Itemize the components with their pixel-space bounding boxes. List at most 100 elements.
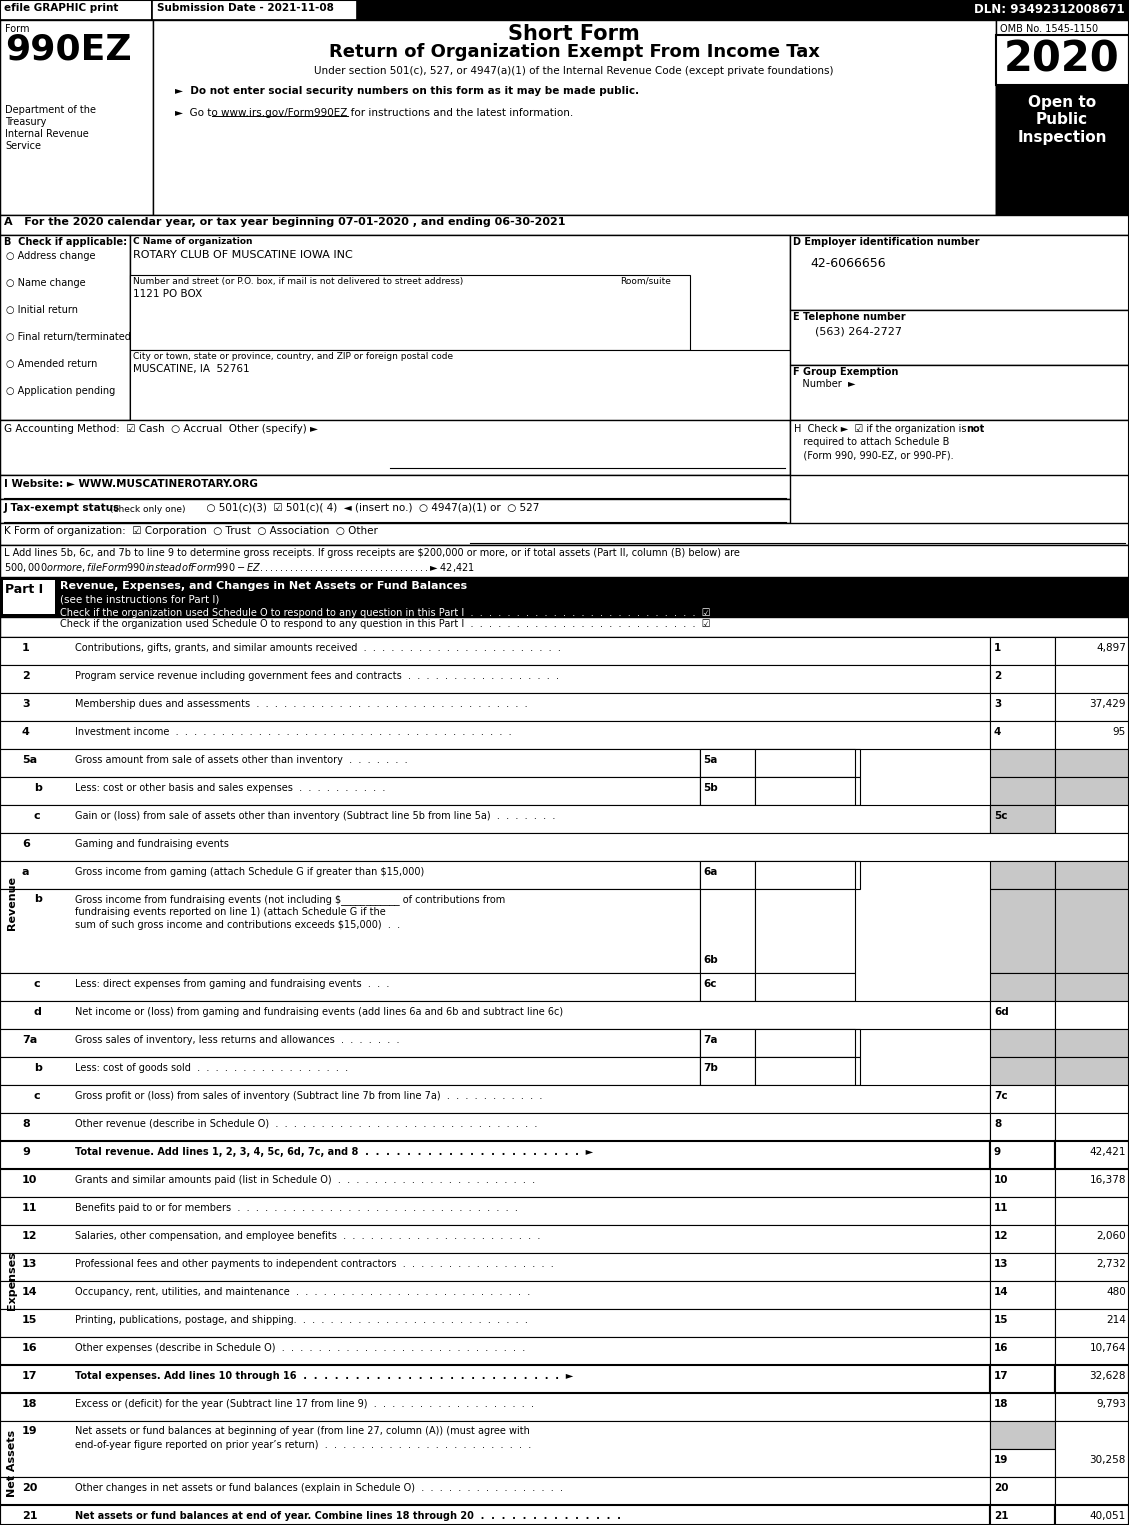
Bar [990,1197,1054,1225]
Text: Number  ►: Number ► [793,380,856,389]
Text: 42,421: 42,421 [1089,1147,1126,1157]
Text: 13: 13 [21,1260,37,1269]
Bar [996,20,1129,215]
Bar [755,1029,855,1057]
Bar [0,1170,990,1197]
Bar [990,749,1054,778]
Bar [1054,1057,1129,1084]
Bar [130,351,790,419]
Bar [0,721,990,749]
Text: 8: 8 [21,1119,29,1128]
Text: ►  Go to www.irs.gov/Form990EZ for instructions and the latest information.: ► Go to www.irs.gov/Form990EZ for instru… [175,108,574,117]
Text: not: not [966,424,984,435]
Bar [755,749,855,778]
Text: ○ Amended return: ○ Amended return [6,358,97,369]
Text: Less: direct expenses from gaming and fundraising events  .  .  .: Less: direct expenses from gaming and fu… [75,979,390,990]
Text: 5b: 5b [703,782,718,793]
Text: E Telephone number: E Telephone number [793,313,905,322]
Text: 7a: 7a [21,1035,37,1045]
Bar [0,1421,990,1478]
Text: 17: 17 [994,1371,1008,1382]
Bar [0,1254,990,1281]
Text: 13: 13 [994,1260,1008,1269]
Bar [790,310,1129,364]
Text: 16: 16 [21,1344,37,1353]
Text: 990EZ: 990EZ [5,34,132,67]
Text: 10: 10 [21,1174,37,1185]
Bar [0,1084,990,1113]
Bar [1054,1308,1129,1337]
Bar [990,973,1054,1000]
Bar [990,1505,1054,1525]
Text: Occupancy, rent, utilities, and maintenance  .  .  .  .  .  .  .  .  .  .  .  . : Occupancy, rent, utilities, and maintena… [75,1287,531,1296]
Text: b: b [34,782,42,793]
Bar [1054,1000,1129,1029]
Text: Investment income  .  .  .  .  .  .  .  .  .  .  .  .  .  .  .  .  .  .  .  .  .: Investment income . . . . . . . . . . . … [75,727,511,737]
Bar [990,637,1054,665]
Text: 7b: 7b [703,1063,718,1074]
Text: 14: 14 [21,1287,37,1296]
Text: F Group Exemption: F Group Exemption [793,368,899,377]
Bar [990,1308,1054,1337]
Bar [990,1365,1054,1392]
Bar [0,1197,990,1225]
Text: ○ Name change: ○ Name change [6,278,86,288]
Text: 9: 9 [21,1147,29,1157]
Bar [0,692,990,721]
Bar [700,973,755,1000]
Text: 37,429: 37,429 [1089,698,1126,709]
Bar [0,637,990,665]
Bar [996,85,1129,215]
Bar [990,778,1054,805]
Text: Revenue, Expenses, and Changes in Net Assets or Fund Balances: Revenue, Expenses, and Changes in Net As… [60,581,467,592]
Text: 1: 1 [994,644,1001,653]
Bar [0,1057,700,1084]
Bar [0,1308,990,1337]
Text: A   For the 2020 calendar year, or tax year beginning 07-01-2020 , and ending 06: A For the 2020 calendar year, or tax yea… [5,217,566,227]
Bar [1054,1029,1129,1057]
Bar [990,862,1054,889]
Text: Service: Service [5,140,41,151]
Bar [0,20,154,215]
Bar [1054,778,1129,805]
Bar [1054,637,1129,665]
Bar [1054,1392,1129,1421]
Text: Contributions, gifts, grants, and similar amounts received  .  .  .  .  .  .  . : Contributions, gifts, grants, and simila… [75,644,561,653]
Text: 9,793: 9,793 [1096,1398,1126,1409]
Text: Benefits paid to or for members  .  .  .  .  .  .  .  .  .  .  .  .  .  .  .  . : Benefits paid to or for members . . . . … [75,1203,518,1212]
Text: 6d: 6d [994,1006,1008,1017]
Text: 2,732: 2,732 [1096,1260,1126,1269]
Bar [1054,1197,1129,1225]
Text: Gross income from gaming (attach Schedule G if greater than $15,000): Gross income from gaming (attach Schedul… [75,868,425,877]
Text: 42-6066656: 42-6066656 [809,258,885,270]
Bar [0,1113,990,1141]
Bar [990,1057,1054,1084]
Text: ROTARY CLUB OF MUSCATINE IOWA INC: ROTARY CLUB OF MUSCATINE IOWA INC [133,250,352,259]
Bar [0,1281,990,1308]
Bar [1054,862,1129,889]
Text: end-of-year figure reported on prior year’s return)  .  .  .  .  .  .  .  .  .  : end-of-year figure reported on prior yea… [75,1440,532,1450]
Bar [0,419,790,474]
Bar [1054,1478,1129,1505]
Text: 1121 PO BOX: 1121 PO BOX [133,290,202,299]
Bar [700,862,755,889]
Text: 20: 20 [994,1482,1008,1493]
Bar [0,889,700,973]
Text: Less: cost or other basis and sales expenses  .  .  .  .  .  .  .  .  .  .: Less: cost or other basis and sales expe… [75,782,385,793]
Bar [990,1225,1054,1254]
Text: 12: 12 [994,1231,1008,1241]
Text: 480: 480 [1106,1287,1126,1296]
Bar [700,1029,755,1057]
Text: 2: 2 [21,671,29,682]
Text: Check if the organization used Schedule O to respond to any question in this Par: Check if the organization used Schedule … [60,608,710,618]
Bar [130,235,790,419]
Text: 6a: 6a [703,868,717,877]
Bar [1054,1281,1129,1308]
Text: c: c [34,1090,41,1101]
Text: D Employer identification number: D Employer identification number [793,236,980,247]
Bar [0,499,790,523]
Bar [0,1029,700,1057]
Bar [0,1141,990,1170]
Text: 5a: 5a [21,755,37,766]
Bar [990,692,1054,721]
